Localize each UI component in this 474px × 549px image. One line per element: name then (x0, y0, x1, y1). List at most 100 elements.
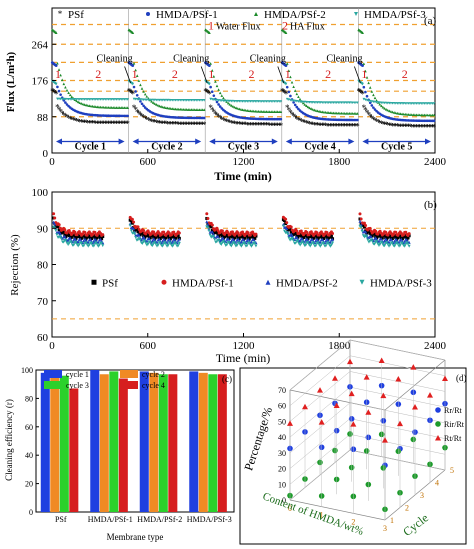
flux-point (289, 75, 292, 79)
flux-point (290, 80, 294, 84)
rejection-point (75, 235, 79, 239)
flux-point: * (307, 120, 312, 130)
rejection-point (233, 242, 237, 246)
rejection-point (78, 237, 82, 241)
cycle-axis-label: Cycle (400, 511, 431, 539)
flux-point (295, 105, 299, 109)
flux-point: * (413, 122, 418, 132)
flux-point (179, 107, 182, 111)
percentage-tick-label: 0 (282, 496, 286, 505)
rejection-point (254, 232, 258, 236)
flux-point (383, 106, 386, 110)
cleaning-arrow (354, 66, 361, 84)
rejection-point (95, 242, 99, 246)
flux-point: * (184, 120, 189, 130)
rejection-point (247, 237, 251, 241)
rejection-point (227, 241, 231, 245)
rejection-point (318, 240, 322, 244)
rejection-y-tick-label: 90 (37, 223, 49, 235)
flux-point (370, 90, 374, 93)
flux-point (57, 89, 61, 93)
flux-point (372, 93, 375, 97)
rejection-point (85, 235, 89, 239)
flux-point (96, 105, 99, 109)
rejection-point (168, 241, 172, 245)
resistance-point (382, 437, 388, 443)
rejection-point (99, 237, 103, 241)
flux-point: * (253, 121, 258, 131)
flux-point: * (87, 118, 92, 128)
flux-point: * (368, 112, 373, 122)
flux-point (314, 109, 318, 112)
rejection-point (72, 233, 76, 237)
rejection-point (304, 233, 308, 237)
flux-point: * (101, 119, 106, 129)
rejection-point (389, 237, 393, 241)
flux-point: * (108, 119, 113, 129)
rejection-point (173, 238, 177, 242)
flux-point (308, 106, 311, 110)
flux-point: * (317, 121, 322, 131)
rejection-point (74, 240, 78, 244)
flux-point: * (282, 88, 287, 98)
flux-point (279, 117, 283, 121)
panel-label-b: (b) (424, 199, 437, 211)
flux-point: * (405, 122, 410, 132)
flux-point: * (320, 121, 325, 131)
rejection-point (384, 230, 388, 234)
cleaning-label: Cleaning (97, 54, 133, 65)
rejection-point (387, 240, 391, 244)
step-number-water: 1 (55, 67, 61, 81)
flux-point: * (90, 119, 95, 129)
flux-point (175, 107, 179, 111)
flux-point (279, 110, 283, 114)
rejection-point (177, 231, 181, 235)
flux-point (100, 105, 104, 109)
flux-point (285, 85, 289, 89)
rejection-point (368, 226, 372, 230)
flux-point: * (287, 106, 292, 116)
rejection-point (73, 230, 77, 234)
rejection-point (361, 223, 365, 227)
content-tick-label: 1 (320, 511, 324, 520)
rejection-point (400, 237, 404, 241)
flux-x-axis-label: Time (min) (214, 169, 271, 183)
flux-point: * (121, 119, 126, 129)
flux-point (217, 88, 220, 91)
rejection-point (128, 224, 132, 228)
rejection-point (305, 237, 309, 241)
rejection-point (217, 239, 221, 243)
rejection-point (55, 233, 59, 237)
rejection-point (299, 242, 303, 246)
flux-point: * (125, 119, 130, 129)
flux-point: * (133, 105, 138, 115)
rejection-point (83, 230, 87, 234)
rejection-point (74, 238, 78, 242)
flux-point (356, 118, 359, 122)
rejection-point (146, 234, 150, 238)
rejection-point (284, 217, 288, 221)
cleaning-legend-swatch (44, 370, 62, 378)
flux-point: * (191, 120, 196, 130)
flux-point (212, 75, 216, 78)
flux-point: * (234, 119, 239, 129)
rejection-point (378, 242, 382, 246)
rejection-point (87, 234, 91, 238)
resistance-legend-marker (435, 407, 441, 413)
cleaning-arrow (277, 66, 285, 84)
resistance-box-edge (289, 499, 386, 521)
flux-point (381, 105, 385, 109)
resistance-point (350, 421, 357, 427)
rejection-y-axis-label: Rejection (%) (9, 234, 21, 296)
rejection-point (148, 236, 152, 240)
flux-point (324, 110, 327, 114)
flux-point: * (172, 120, 177, 130)
rejection-point (211, 232, 215, 236)
flux-point (210, 69, 214, 72)
flux-point (220, 107, 224, 110)
rejection-point (406, 242, 410, 246)
rejection-point (93, 230, 97, 234)
cleaning-y-tick-label: 40 (25, 451, 33, 460)
step-number-water: 1 (208, 67, 214, 81)
rejection-point (246, 237, 250, 241)
